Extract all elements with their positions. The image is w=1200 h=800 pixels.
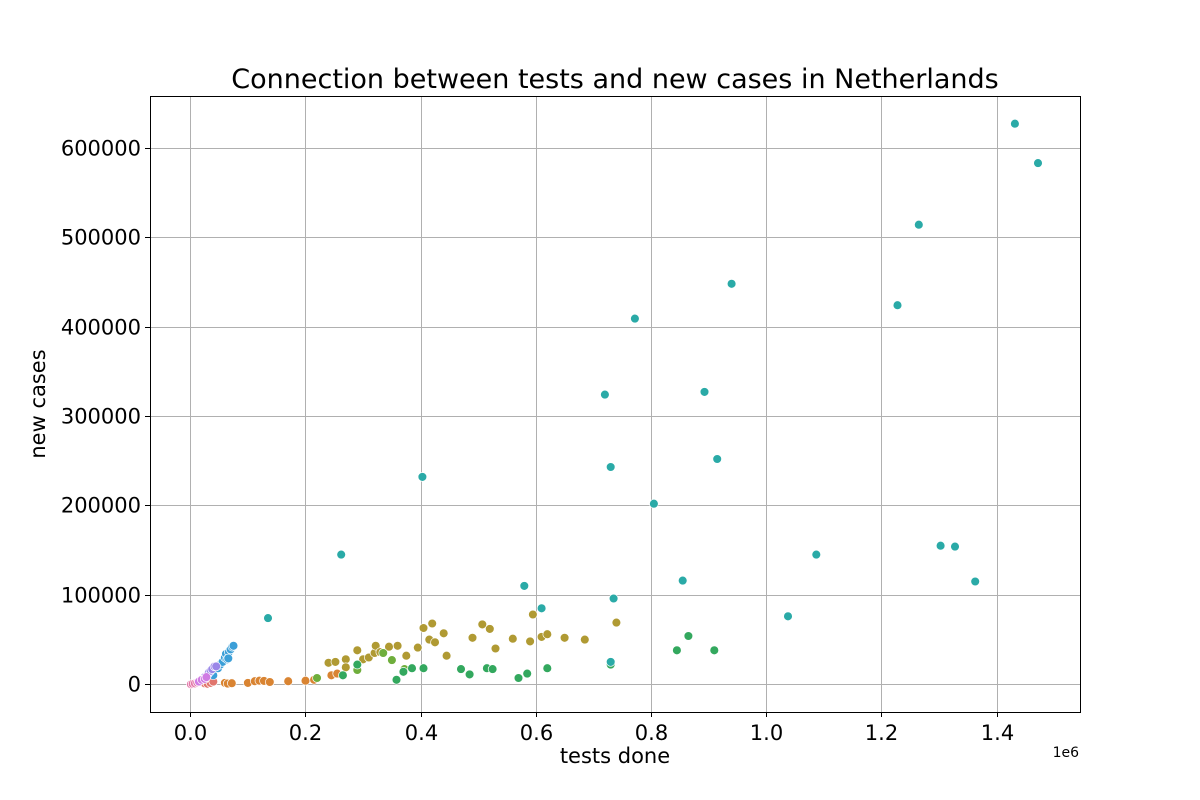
x-tick-label: 0.4 [405,721,438,745]
data-point [265,677,275,687]
data-point [352,645,363,656]
data-point [413,642,423,653]
x-tick-label: 0.2 [289,721,322,745]
plot-frame [150,96,1081,713]
data-point [508,633,518,644]
data-point [630,313,640,324]
data-point [407,663,417,673]
data-point [392,641,403,651]
data-point [522,668,532,679]
data-point [935,540,946,551]
data-point [370,641,381,651]
data-point [580,634,590,645]
y-tick-label: 500000 [61,226,141,250]
data-point [914,219,924,230]
data-point [378,648,388,658]
data-point [519,581,530,591]
x-tick-label: 1.0 [750,721,783,745]
y-axis-label: new cases [26,349,50,458]
data-point [330,657,341,667]
data-point [283,676,293,686]
data-point [699,387,710,397]
data-point [970,576,980,587]
y-tick-label: 200000 [61,494,141,518]
data-point [542,663,553,673]
y-tick-label: 300000 [61,405,141,429]
data-point [649,498,659,509]
x-tick-label: 0.6 [520,721,553,745]
data-point [487,664,498,674]
data-point [391,675,402,685]
data-point [418,623,429,633]
data-point [1010,118,1020,129]
data-point [430,637,440,648]
data-point [228,641,239,651]
axis-ticks: 0.0 0.2 0.4 0.6 0.8 1.0 1.2 1.4 0 100000 200000 300… [61,137,1014,746]
x-axis-offset-label: 1e6 [1053,745,1080,761]
data-point [477,619,488,630]
data-point [398,667,409,677]
data-point [712,454,722,464]
data-point [201,672,212,682]
data-point [605,657,616,667]
data-point [513,673,524,683]
data-point [726,279,737,289]
x-axis-label: tests done [560,744,670,768]
x-tick-label: 1.4 [981,721,1014,745]
x-tick-label: 0.8 [635,721,668,745]
data-point [456,664,466,674]
data-points [186,118,1043,690]
data-point [677,575,688,586]
data-point [600,389,610,400]
data-point [605,462,616,472]
grid-lines [150,96,1080,712]
data-point [525,636,535,647]
data-point [464,669,475,680]
data-point [608,593,619,604]
data-point [387,655,397,665]
x-tick-label: 0.0 [174,721,207,745]
data-point [338,670,348,681]
data-point [211,661,221,672]
data-point [811,549,822,560]
y-tick-label: 600000 [61,137,141,161]
data-point [709,645,720,656]
data-point [300,675,311,686]
data-point [783,611,793,622]
data-point [892,300,903,310]
chart-title: Connection between tests and new cases i… [231,64,998,95]
data-point [672,645,682,656]
data-point [418,663,429,673]
data-point [341,654,351,665]
data-point [438,628,449,639]
data-point [336,549,346,560]
data-point [536,603,547,614]
data-point [467,633,478,643]
y-tick-label: 100000 [61,584,141,608]
data-point [227,678,237,688]
data-point [485,624,495,634]
data-point [490,643,501,654]
data-point [441,650,452,661]
data-point [528,609,538,620]
data-point [263,613,273,623]
x-tick-label: 1.2 [865,721,898,745]
y-tick-label: 0 [128,673,141,697]
data-point [401,650,412,661]
data-point [312,673,322,683]
data-point [559,633,570,643]
data-point [417,472,428,482]
data-point [427,618,437,629]
data-point [223,653,234,664]
data-point [352,659,363,670]
data-point [683,631,694,641]
data-point [611,617,622,628]
data-point [542,629,553,639]
data-point [950,541,960,552]
data-point [1033,158,1043,168]
data-point [341,662,351,673]
y-tick-label: 400000 [61,316,141,340]
